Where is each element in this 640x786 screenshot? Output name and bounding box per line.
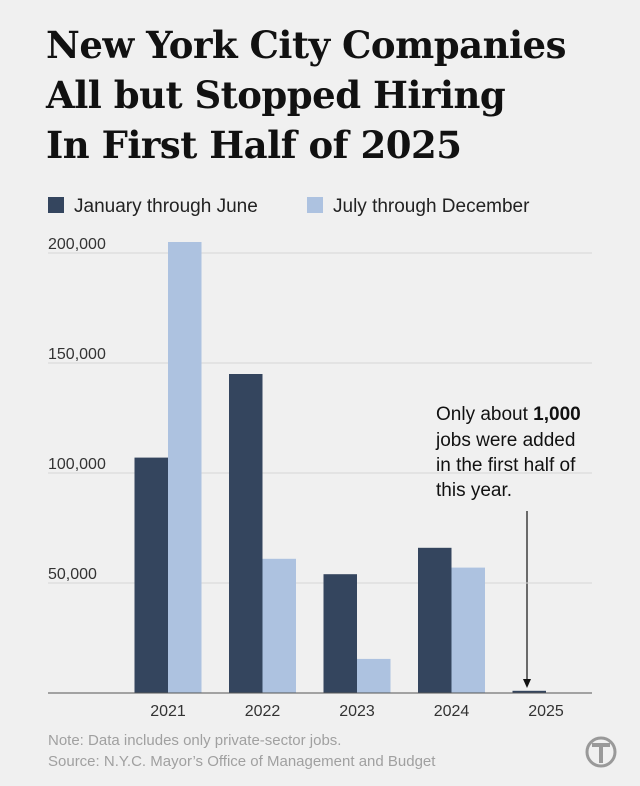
legend-swatch xyxy=(307,197,323,213)
annotation: jobs were added xyxy=(435,430,575,451)
bar xyxy=(512,690,546,693)
x-tick-label: 2024 xyxy=(434,703,470,720)
logo xyxy=(585,736,617,768)
bar xyxy=(418,547,452,693)
legend-label: July through December xyxy=(333,196,530,217)
y-tick-label: 200,000 xyxy=(48,236,106,253)
y-tick-label: 50,000 xyxy=(48,566,97,583)
x-tick-label: 2022 xyxy=(245,703,281,720)
bar xyxy=(229,374,263,693)
annotation-arrowhead xyxy=(523,679,531,688)
annotation-text: Only about xyxy=(436,404,533,425)
annotation-bold: 1,000 xyxy=(533,404,581,425)
bar xyxy=(323,574,357,693)
x-tick-label: 2021 xyxy=(150,703,186,720)
chart-title: New York City Companies xyxy=(46,23,566,67)
legend-label: January through June xyxy=(74,196,258,217)
bar xyxy=(262,558,296,693)
annotation: in the first half of xyxy=(436,455,576,476)
legend-swatch xyxy=(48,197,64,213)
x-tick-label: 2023 xyxy=(339,703,375,720)
source: Source: N.Y.C. Mayor’s Office of Managem… xyxy=(48,753,436,770)
bar xyxy=(134,457,168,693)
y-tick-label: 150,000 xyxy=(48,346,106,363)
note: Note: Data includes only private-sector … xyxy=(48,732,341,749)
bar xyxy=(451,567,485,693)
bar xyxy=(168,242,202,693)
chart-title: In First Half of 2025 xyxy=(46,123,461,167)
x-tick-label: 2025 xyxy=(528,703,564,720)
bar xyxy=(357,658,391,693)
annotation: this year. xyxy=(436,480,512,501)
y-tick-label: 100,000 xyxy=(48,456,106,473)
chart-title: All but Stopped Hiring xyxy=(45,73,505,117)
annotation: Only about 1,000 xyxy=(436,404,581,425)
